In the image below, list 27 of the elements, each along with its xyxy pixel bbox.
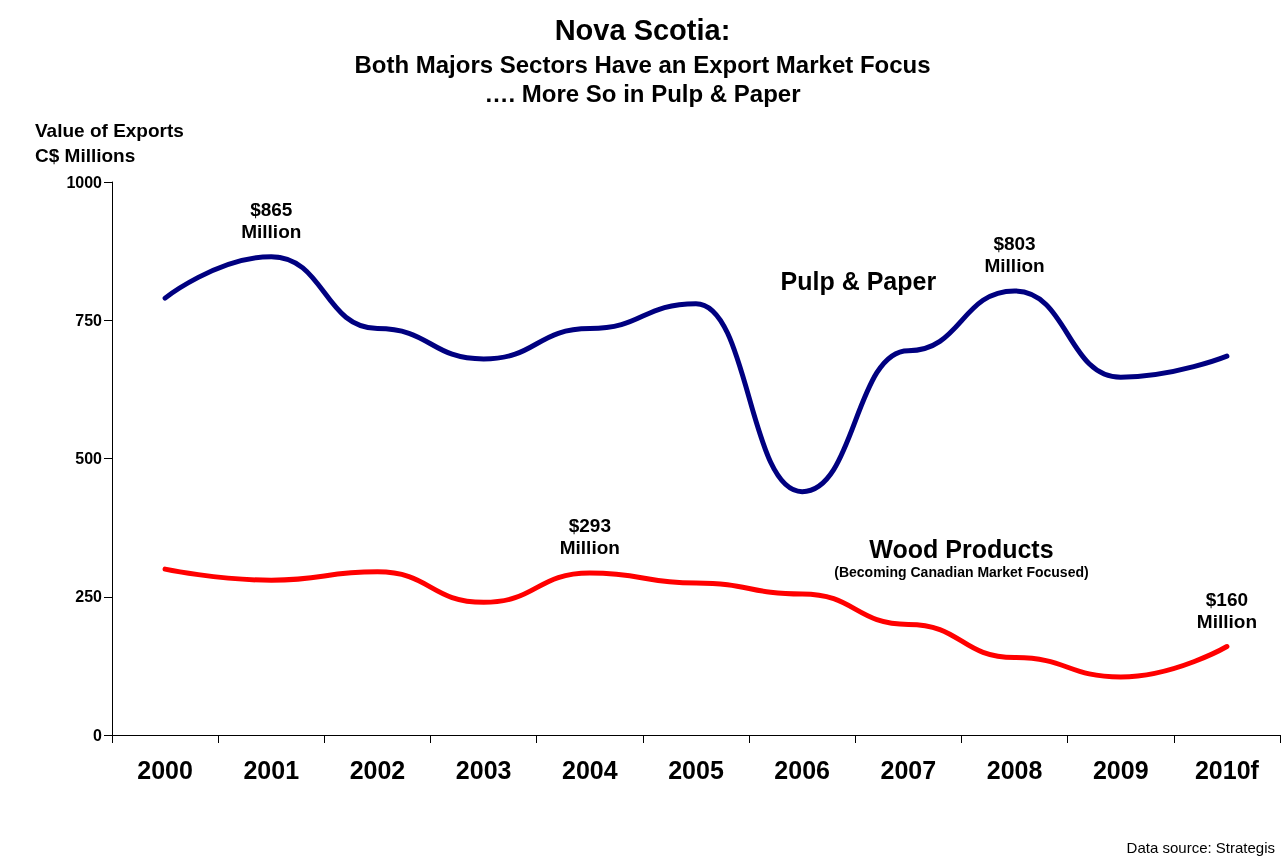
- y-axis-title: Value of Exports C$ Millions: [35, 120, 184, 166]
- y-tick-label: 250: [75, 588, 103, 606]
- chart-subtitle: Both Majors Sectors Have an Export Market Focus …. More So in Pulp & Paper: [354, 51, 931, 107]
- x-tick-label: 2004: [562, 755, 618, 784]
- annotation: $293 Million: [559, 515, 620, 559]
- y-tick-label: 0: [93, 726, 103, 744]
- annotation: $803 Million: [984, 233, 1045, 277]
- annotation: $160 Million: [1196, 589, 1257, 633]
- annotation: (Becoming Canadian Market Focused): [834, 564, 1089, 581]
- x-tick-label: 2002: [349, 755, 406, 784]
- y-tick-label: 750: [75, 311, 103, 329]
- y-tick-label: 1000: [66, 173, 103, 191]
- x-tick-label: 2005: [668, 755, 724, 784]
- x-tick-label: 2003: [455, 755, 512, 784]
- x-tick-label: 2010f: [1194, 755, 1260, 784]
- annotation: $865 Million: [241, 199, 302, 243]
- series-label: Wood Products: [869, 535, 1054, 564]
- x-tick-label: 2000: [137, 755, 193, 784]
- source-note: Data source: Strategis: [1126, 839, 1275, 856]
- x-tick-label: 2007: [880, 755, 937, 784]
- x-tick-label: 2009: [1092, 755, 1149, 784]
- x-tick-label: 2001: [243, 755, 300, 784]
- x-tick-label: 2006: [774, 755, 830, 784]
- chart-title: Nova Scotia:: [554, 13, 731, 46]
- x-tick-label: 2008: [986, 755, 1043, 784]
- series-label: Pulp & Paper: [780, 266, 937, 295]
- y-tick-label: 500: [75, 450, 103, 467]
